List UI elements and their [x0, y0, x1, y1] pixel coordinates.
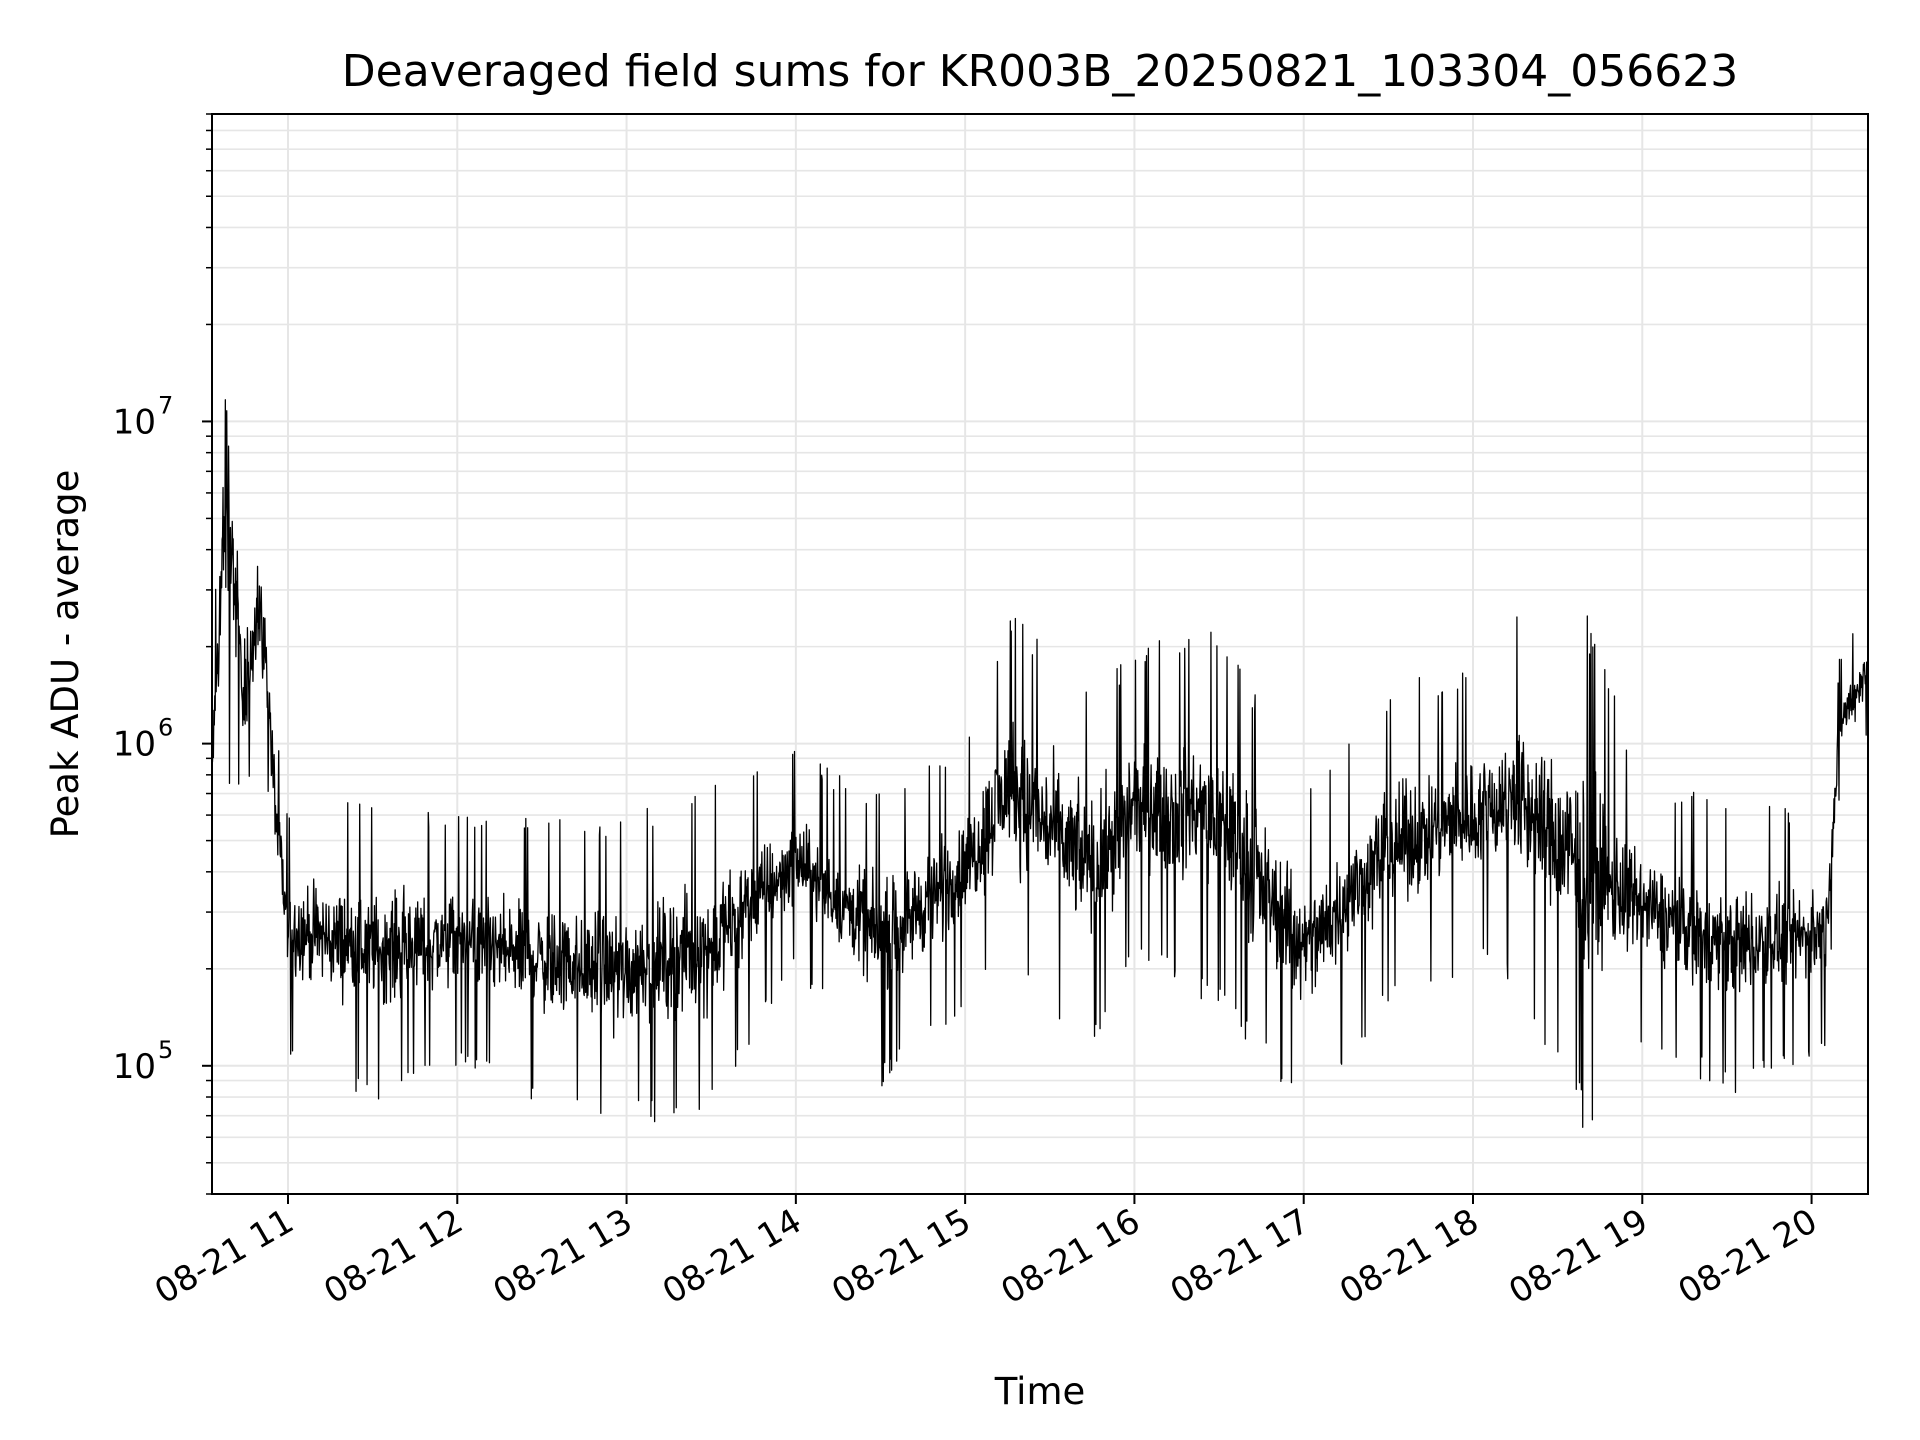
y-tick-base: 10 — [113, 402, 156, 442]
chart-title: Deaveraged field sums for KR003B_2025082… — [342, 46, 1738, 97]
y-tick-label: 10 7 — [113, 391, 174, 442]
y-tick-exponent: 6 — [158, 714, 173, 742]
y-tick-label: 10 5 — [113, 1036, 174, 1087]
y-tick-exponent: 7 — [158, 391, 173, 419]
y-axis-label: Peak ADU - average — [44, 470, 87, 839]
y-tick-base: 10 — [113, 1047, 156, 1087]
series-line — [211, 399, 1869, 1128]
x-axis-label: Time — [994, 1370, 1086, 1413]
series-layer — [211, 399, 1869, 1128]
plot-frame — [211, 113, 1869, 1195]
y-tick-label: 10 6 — [113, 714, 174, 765]
y-tick-base: 10 — [113, 725, 156, 765]
y-tick-exponent: 5 — [158, 1036, 173, 1064]
